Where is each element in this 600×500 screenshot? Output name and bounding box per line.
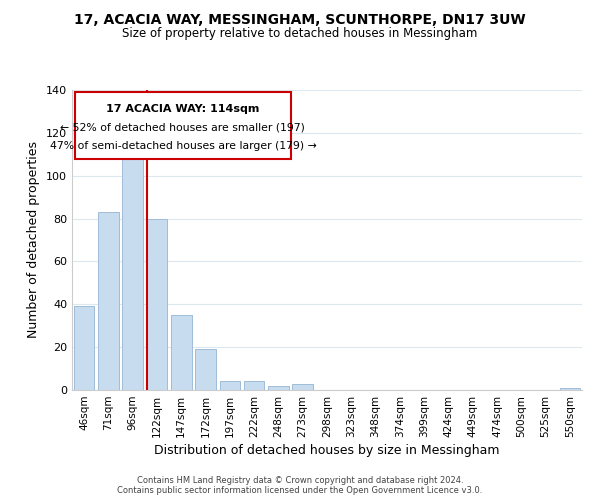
Bar [122,154,143,390]
Bar [292,384,313,390]
Y-axis label: Number of detached properties: Number of detached properties [28,142,40,338]
Text: 47% of semi-detached houses are larger (179) →: 47% of semi-detached houses are larger (… [50,141,316,151]
Bar [74,306,94,390]
Text: 17 ACACIA WAY: 114sqm: 17 ACACIA WAY: 114sqm [106,104,260,114]
Bar [146,218,167,390]
FancyBboxPatch shape [74,92,291,159]
Text: Contains HM Land Registry data © Crown copyright and database right 2024.: Contains HM Land Registry data © Crown c… [137,476,463,485]
Bar [244,382,265,390]
Bar [268,386,289,390]
Bar [195,350,216,390]
X-axis label: Distribution of detached houses by size in Messingham: Distribution of detached houses by size … [154,444,500,457]
Text: Contains public sector information licensed under the Open Government Licence v3: Contains public sector information licen… [118,486,482,495]
Bar [560,388,580,390]
Bar [171,315,191,390]
Text: ← 52% of detached houses are smaller (197): ← 52% of detached houses are smaller (19… [61,123,305,133]
Bar [220,382,240,390]
Text: 17, ACACIA WAY, MESSINGHAM, SCUNTHORPE, DN17 3UW: 17, ACACIA WAY, MESSINGHAM, SCUNTHORPE, … [74,12,526,26]
Bar [98,212,119,390]
Text: Size of property relative to detached houses in Messingham: Size of property relative to detached ho… [122,28,478,40]
